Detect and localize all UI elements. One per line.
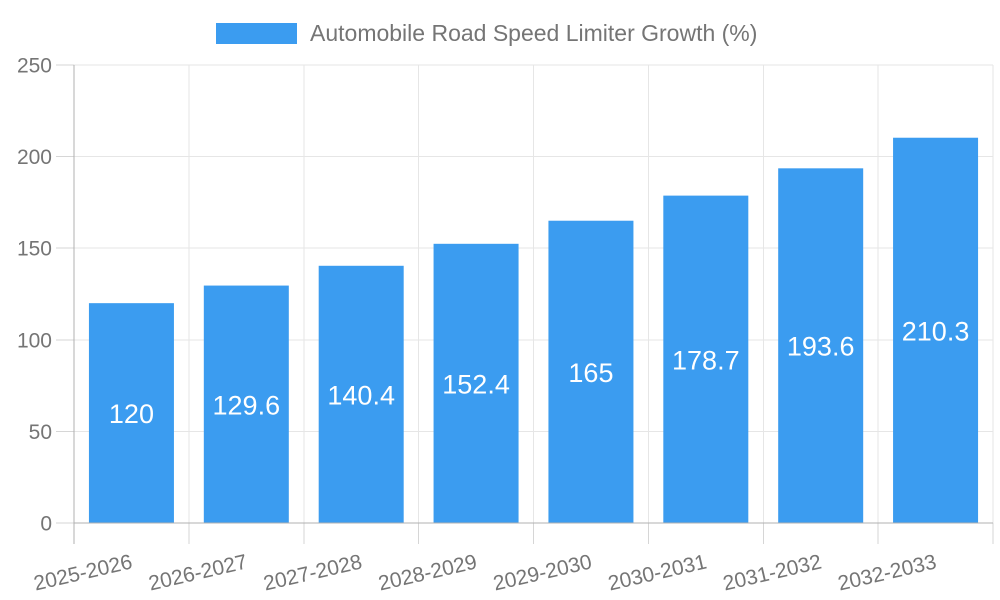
bar-value-label: 165 (568, 358, 613, 388)
x-tick-label: 2026-2027 (146, 550, 249, 595)
y-tick-label: 150 (17, 238, 52, 261)
bar-value-label: 193.6 (787, 332, 855, 362)
x-tick-label: 2025-2026 (32, 550, 135, 595)
x-tick-label: 2027-2028 (261, 550, 364, 595)
x-tick-label: 2029-2030 (491, 550, 594, 595)
bar[interactable] (203, 285, 289, 523)
bar-value-label: 129.6 (213, 390, 281, 420)
y-tick-label: 100 (17, 329, 52, 352)
y-tick-label: 50 (29, 421, 52, 444)
legend[interactable]: Automobile Road Speed Limiter Growth (%) (216, 20, 758, 46)
bar[interactable] (433, 243, 519, 523)
x-tick-label: 2030-2031 (606, 550, 709, 595)
bar-value-label: 140.4 (327, 380, 395, 410)
x-tick-label: 2031-2032 (721, 550, 824, 595)
bar[interactable] (548, 220, 634, 523)
y-tick-label: 200 (17, 146, 52, 169)
bar[interactable] (893, 137, 979, 523)
bar-value-label: 120 (109, 399, 154, 429)
x-tick-label: 2028-2029 (376, 550, 479, 595)
bar[interactable] (318, 265, 404, 523)
bar[interactable] (663, 195, 749, 524)
y-tick-label: 250 (17, 55, 52, 78)
legend-swatch[interactable] (216, 23, 297, 44)
bar-value-label: 152.4 (442, 369, 510, 399)
bar[interactable] (778, 168, 864, 523)
bar-value-label: 178.7 (672, 345, 740, 375)
y-tick-label: 0 (40, 513, 52, 536)
bar[interactable] (88, 303, 174, 523)
bar-value-label: 210.3 (902, 316, 970, 346)
legend-label: Automobile Road Speed Limiter Growth (%) (310, 20, 758, 46)
x-tick-label: 2032-2033 (836, 550, 939, 595)
